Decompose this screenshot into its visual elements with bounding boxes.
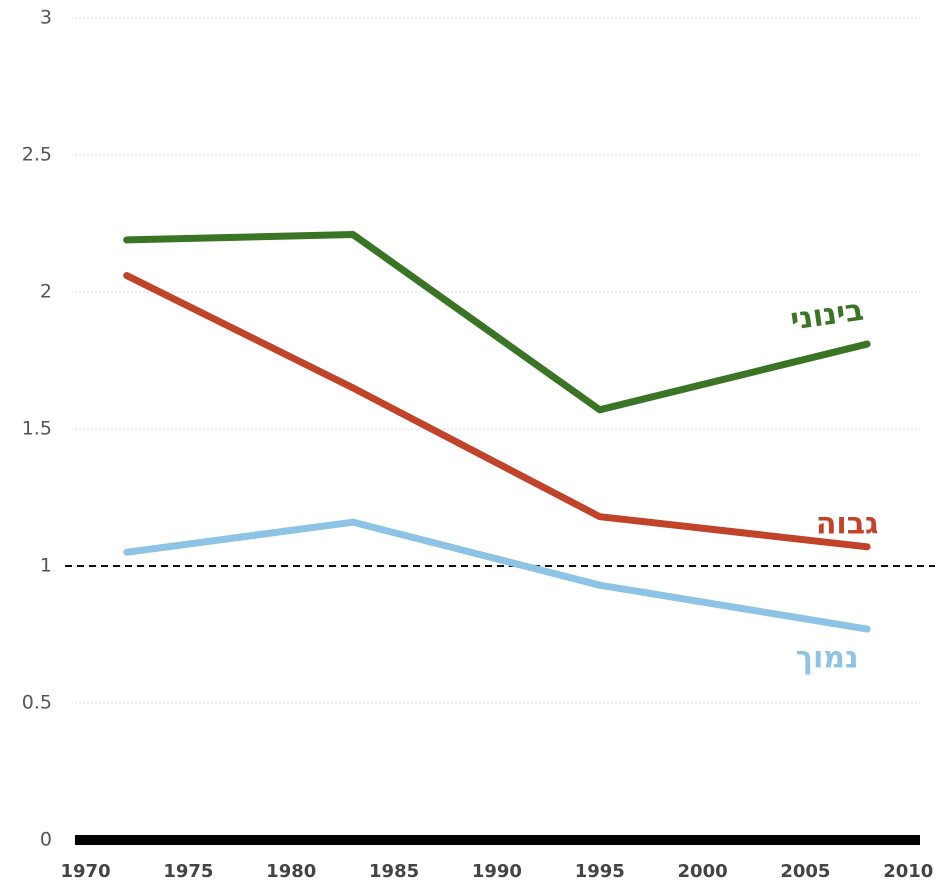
x-tick-label: 2000 (678, 861, 728, 882)
x-tick-label: 1975 (163, 861, 213, 882)
y-tick-label: 2.5 (22, 144, 52, 166)
series-line (123, 518, 871, 633)
x-tick-label: 1990 (472, 861, 522, 882)
x-tick-label: 1970 (61, 861, 111, 882)
x-tick-label: 1995 (575, 861, 625, 882)
series-label: גבוה (816, 506, 879, 541)
x-tick-label: 2010 (883, 861, 933, 882)
x-tick-label: 1980 (266, 861, 316, 882)
y-tick-label: 0.5 (22, 692, 52, 714)
series-line (123, 272, 871, 551)
y-tick-label: 3 (40, 7, 52, 29)
x-tick-label: 2005 (780, 861, 830, 882)
x-tick-label: 1985 (369, 861, 419, 882)
y-tick-label: 1 (40, 555, 52, 577)
y-tick-label: 2 (40, 281, 52, 303)
series-label: בינוני (788, 293, 866, 338)
y-tick-label: 0 (40, 829, 52, 851)
y-tick-label: 1.5 (22, 418, 52, 440)
series-line (123, 230, 871, 414)
series-label: נמוך (796, 641, 859, 676)
